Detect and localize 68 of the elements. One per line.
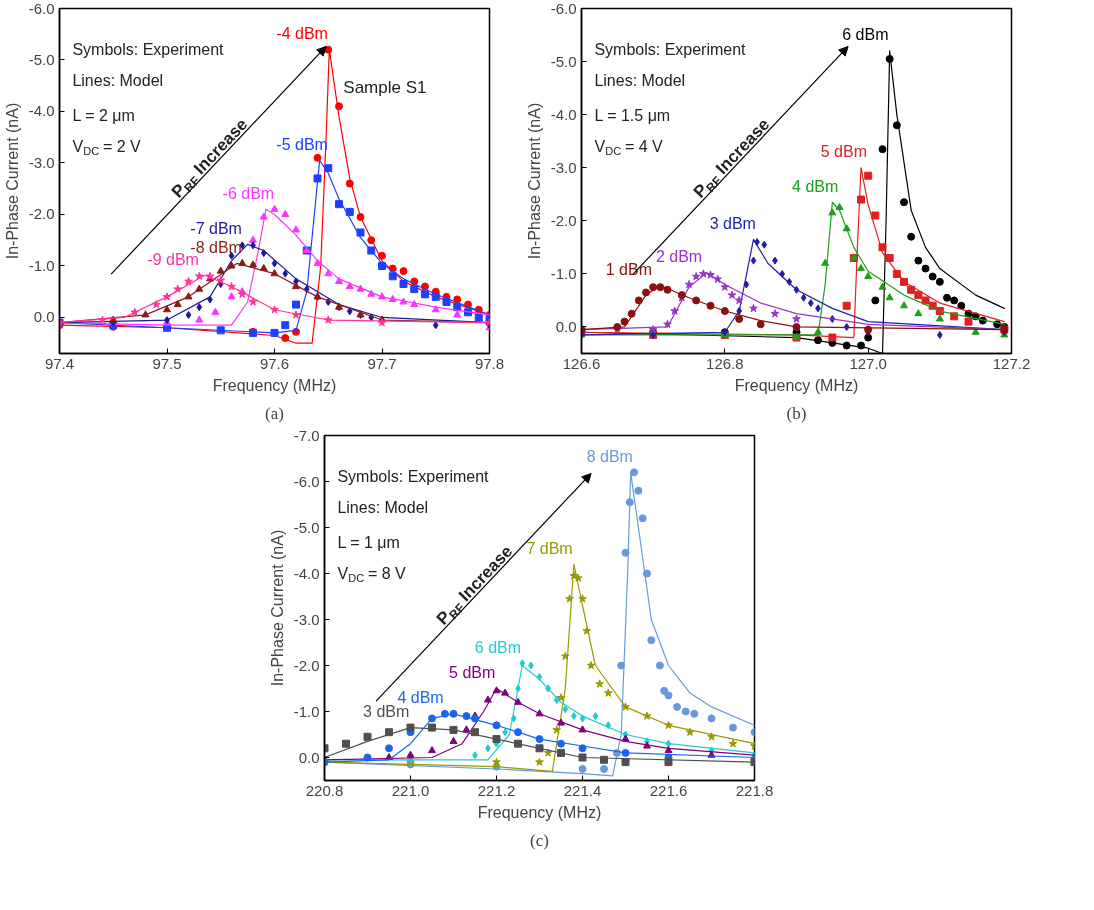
series-label: 7 dBm [526,539,573,557]
x-tick-label: 220.8 [305,781,344,799]
y-tick-label: -5.0 [293,518,320,536]
series-label: 8 dBm [586,447,633,465]
annotation: L = 1 μm [337,533,400,551]
x-tick-label: 127.2 [992,354,1031,372]
y-tick-label: -3.0 [293,610,320,628]
y-tick-label: -6.0 [293,472,320,490]
y-tick-label: -3.0 [550,158,577,176]
x-axis-title: Frequency (MHz) [477,803,602,821]
text: (b) [786,403,807,423]
x-tick-label: 126.6 [562,354,601,372]
x-tick-label: 221.0 [391,781,430,799]
y-tick-label: 0.0 [298,748,320,766]
y-tick-label: -2.0 [28,205,55,223]
series-label: -6 dBm [222,184,275,202]
y-axis-title: In-Phase Current (nA) [3,102,21,260]
y-tick-label: 0.0 [555,317,577,335]
annotation: Symbols: Experiment [337,468,490,486]
x-tick-label: 126.8 [706,354,744,372]
y-tick-label: 0.0 [33,308,55,326]
x-tick-label: 221.2 [477,781,516,799]
annotation: Lines: Model [72,72,164,90]
y-tick-label: -2.0 [550,211,577,229]
y-axis-title: In-Phase Current (nA) [268,529,286,687]
series-label: 5 dBm [449,664,496,681]
y-tick-label: -1.0 [28,256,55,274]
y-tick-label: -2.0 [293,656,320,674]
y-tick-label: -6.0 [28,0,55,17]
y-tick-label: -5.0 [550,52,577,70]
y-tick-label: -1.0 [293,702,320,720]
x-tick-label: 97.7 [367,354,397,372]
x-tick-label: 97.6 [259,354,290,372]
x-tick-label: 97.4 [44,354,75,372]
x-tick-label: 221.8 [735,781,774,799]
x-tick-label: 97.8 [474,354,505,372]
text: (a) [265,403,284,423]
x-axis-title: Frequency (MHz) [212,376,337,394]
annotation: Sample S1 [343,78,427,98]
y-tick-label: -5.0 [28,50,55,68]
y-tick-label: -7.0 [293,426,320,444]
series-label: -4 dBm [276,25,328,43]
series-label: -7 dBm [190,219,242,237]
annotation: L = 1.5 μm [594,106,671,124]
annotation: Lines: Model [337,499,429,517]
annotation: Symbols: Experiment [594,41,747,59]
y-tick-label: -4.0 [293,564,320,582]
y-tick-label: -4.0 [28,102,55,120]
annotation: L = 2 μm [72,106,135,124]
x-axis-title: Frequency (MHz) [734,376,859,394]
series-label: 4 dBm [792,177,839,195]
series-label: 6 dBm [842,26,889,44]
x-tick-label: 97.5 [152,354,182,372]
x-tick-label: 127.0 [849,354,887,372]
y-tick-label: -4.0 [550,105,577,123]
series-label: 2 dBm [655,248,703,266]
series-label: 6 dBm [474,638,522,656]
y-tick-label: -6.0 [550,0,577,17]
series-label: 5 dBm [820,143,867,161]
series-label: 3 dBm [709,214,756,232]
y-tick-label: -3.0 [28,153,55,171]
y-axis-title: In-Phase Current (nA) [525,102,543,260]
annotation: Symbols: Experiment [72,41,225,59]
text: (c) [530,830,549,850]
x-tick-label: 221.4 [563,781,602,799]
x-tick-label: 221.6 [649,781,688,799]
y-tick-label: -1.0 [550,264,577,282]
annotation: Lines: Model [594,72,686,90]
